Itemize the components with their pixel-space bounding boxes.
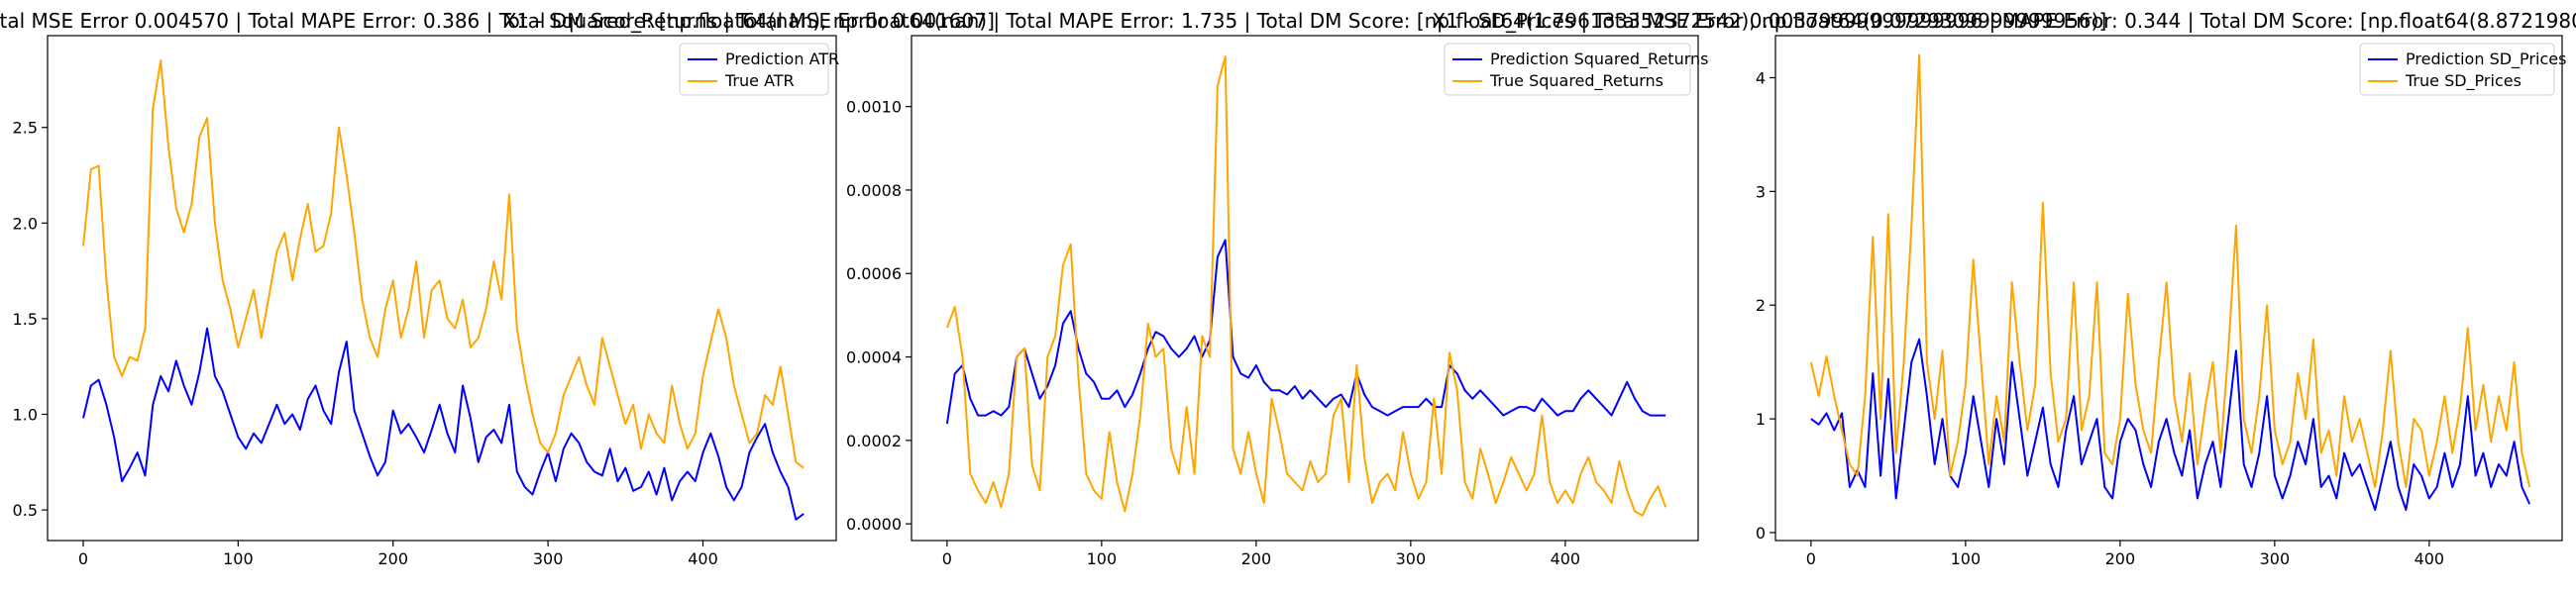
y-tick-label: 0.0002 <box>846 432 902 450</box>
y-tick-label: 1.5 <box>13 310 38 329</box>
y-tick-label: 0 <box>1756 524 1766 543</box>
x-tick-label: 0 <box>942 549 952 568</box>
series-line-prediction <box>82 327 805 521</box>
series-line-true <box>1809 53 2531 488</box>
chart-title: 3 - ATR | Total MSE Error 0.004570 | Tot… <box>0 9 995 33</box>
x-tick-label: 400 <box>2415 549 2445 568</box>
y-tick-label: 0.0010 <box>846 98 902 117</box>
y-tick-label: 3 <box>1756 182 1766 201</box>
legend-box <box>2359 43 2555 96</box>
y-tick-label: 0.0006 <box>846 264 902 283</box>
x-tick-label: 0 <box>1806 549 1816 568</box>
plot-frame <box>47 35 837 542</box>
x-tick-label: 100 <box>223 549 254 568</box>
x-tick-label: 400 <box>1551 549 1581 568</box>
y-tick-label: 0.5 <box>13 501 38 520</box>
y-tick-label: 0.0004 <box>846 348 902 367</box>
legend-label: True Squared_Returns <box>1489 71 1664 91</box>
series-line-prediction <box>1810 338 2531 511</box>
chart-title: X1 - Squared_Returns | Total MSE Error 0… <box>503 9 2107 33</box>
series-line-true <box>945 55 1667 517</box>
legend-label: True SD_Prices <box>2405 71 2522 91</box>
x-tick-label: 300 <box>2260 549 2291 568</box>
x-tick-label: 300 <box>1396 549 1427 568</box>
x-tick-label: 200 <box>2105 549 2136 568</box>
y-tick-label: 2.5 <box>13 119 38 138</box>
legend-label: Prediction ATR <box>725 50 839 68</box>
legend-label: Prediction Squared_Returns <box>1490 50 1708 69</box>
x-tick-label: 100 <box>1951 549 1982 568</box>
x-tick-label: 300 <box>533 549 564 568</box>
legend-box <box>1444 43 1691 96</box>
y-tick-label: 1.0 <box>13 406 38 425</box>
series-line-prediction <box>945 239 1666 425</box>
chart-title: X1 - SD_Prices | Total MSE Error 0.00379… <box>1433 9 2576 33</box>
chart-panel-1: 0 100 200 300 400 0.5 1.0 1.5 2.0 2.5 3 - ATR | To… <box>0 9 995 568</box>
y-tick-label: 2 <box>1756 296 1766 315</box>
plot-frame <box>1774 35 2563 542</box>
legend-label: True ATR <box>724 71 795 90</box>
y-tick-label: 4 <box>1756 69 1766 88</box>
legend: Prediction Squared_Returns True Squared_R… <box>1444 43 1708 96</box>
plot-frame <box>911 35 1699 542</box>
x-tick-label: 100 <box>1087 549 1118 568</box>
chart-panel-2: 0 100 200 300 4000.00000.00020.00040.00060.0… <box>503 9 2107 568</box>
y-tick-label: 0.0008 <box>846 181 902 200</box>
legend: Prediction SD_Prices True SD_Prices <box>2359 43 2566 96</box>
legend: Prediction ATR True ATR <box>679 43 839 96</box>
y-tick-label: 1 <box>1756 410 1766 429</box>
x-tick-label: 400 <box>688 549 718 568</box>
x-tick-label: 200 <box>377 549 408 568</box>
series-line-true <box>82 59 805 469</box>
x-tick-label: 0 <box>78 549 88 568</box>
legend-label: Prediction SD_Prices <box>2406 50 2566 69</box>
x-tick-label: 200 <box>1241 549 1272 568</box>
y-tick-label: 2.0 <box>13 214 38 233</box>
chart-panel-3: 0 100 200 300 400 0 1 2 3 4 X1 - SD_Prices | Total… <box>1433 9 2576 568</box>
y-tick-label: 0.0000 <box>846 515 902 534</box>
